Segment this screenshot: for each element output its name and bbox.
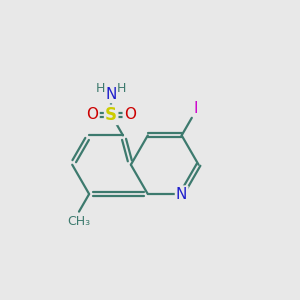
Text: H: H — [117, 82, 126, 95]
Text: O: O — [86, 107, 98, 122]
Text: N: N — [106, 87, 117, 102]
Text: S: S — [105, 106, 117, 124]
Text: N: N — [176, 187, 187, 202]
Text: CH₃: CH₃ — [68, 214, 91, 228]
Text: H: H — [95, 82, 105, 95]
Text: O: O — [124, 107, 136, 122]
Text: I: I — [193, 101, 198, 116]
